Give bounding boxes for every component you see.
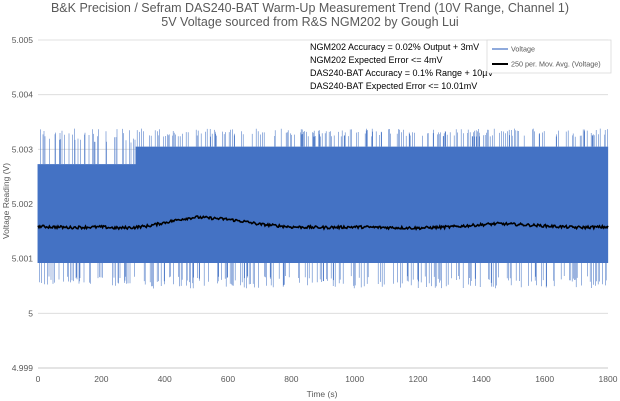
x-tick-label: 600 <box>221 374 235 384</box>
annotation-line-3: DAS240-BAT Accuracy = 0.1% Range + 10µV <box>310 68 493 78</box>
legend-box <box>486 39 612 74</box>
moving-average-series <box>37 215 609 231</box>
legend: Voltage 250 per. Mov. Avg. (Voltage) <box>486 39 612 74</box>
x-tick-label: 400 <box>158 374 172 384</box>
annotation-line-2: NGM202 Expected Error <= 4mV <box>310 55 443 65</box>
voltage-series <box>37 128 609 289</box>
chart-title: B&K Precision / Sefram DAS240-BAT Warm-U… <box>51 1 569 15</box>
annotation-line-4: DAS240-BAT Expected Error <= 10.01mV <box>310 81 477 91</box>
y-tick-label: 5.003 <box>12 144 34 154</box>
x-tick-label: 1800 <box>599 374 618 384</box>
moving-average-line <box>37 215 609 231</box>
x-axis-title: Time (s) <box>307 389 338 399</box>
chart-subtitle: 5V Voltage sourced from R&S NGM202 by Go… <box>161 15 458 29</box>
y-tick-label: 4.999 <box>12 363 34 373</box>
axes: 4.999 5 5.001 5.002 5.003 5.004 5.005 0 200 400 60… <box>12 35 618 384</box>
y-tick-label: 5.005 <box>12 35 34 45</box>
y-tick-label: 5.004 <box>12 90 34 100</box>
annotation-line-1: NGM202 Accuracy = 0.02% Output + 3mV <box>310 42 479 52</box>
annotation-block: NGM202 Accuracy = 0.02% Output + 3mV NGM… <box>310 42 493 91</box>
x-tick-label: 0 <box>36 374 41 384</box>
legend-label-voltage: Voltage <box>511 45 535 54</box>
voltage-spikes <box>39 128 608 289</box>
y-tick-label: 5.001 <box>12 254 34 264</box>
voltage-band <box>37 146 609 263</box>
y-tick-label: 5.002 <box>12 199 34 209</box>
y-tick-label: 5 <box>28 308 33 318</box>
x-tick-label: 1400 <box>472 374 491 384</box>
x-tick-label: 200 <box>94 374 108 384</box>
x-tick-label: 1200 <box>409 374 428 384</box>
y-axis-title: Voltage Reading (V) <box>1 163 11 239</box>
legend-label-moving-average: 250 per. Mov. Avg. (Voltage) <box>511 60 601 69</box>
x-tick-label: 1000 <box>345 374 364 384</box>
x-tick-label: 800 <box>284 374 298 384</box>
x-tick-label: 1600 <box>535 374 554 384</box>
